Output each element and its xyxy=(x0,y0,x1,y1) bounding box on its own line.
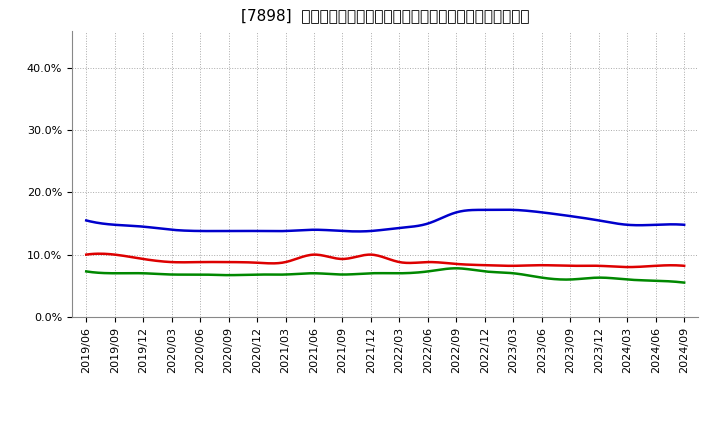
在庫 xyxy=(590,217,598,222)
売上債権 xyxy=(84,252,93,257)
買入債務 xyxy=(588,275,596,281)
買入債務 xyxy=(82,269,91,274)
Line: 売上債権: 売上債権 xyxy=(86,254,684,267)
売上債権 xyxy=(450,261,459,266)
買入債務 xyxy=(84,269,93,275)
買入債務 xyxy=(448,266,456,271)
Line: 在庫: 在庫 xyxy=(86,210,684,231)
買入債務 xyxy=(680,280,688,285)
買入債務 xyxy=(436,267,444,272)
買入債務 xyxy=(438,267,446,272)
売上債権 xyxy=(624,264,632,270)
在庫 xyxy=(500,207,508,213)
在庫 xyxy=(84,218,93,224)
在庫 xyxy=(438,215,446,220)
Line: 買入債務: 買入債務 xyxy=(86,268,684,282)
買入債務 xyxy=(626,277,634,282)
売上債権 xyxy=(438,260,446,265)
在庫 xyxy=(680,222,688,227)
Title: [7898]  売上債権、在庫、買入債務の総資産に対する比率の推移: [7898] 売上債権、在庫、買入債務の総資産に対する比率の推移 xyxy=(241,7,529,23)
在庫 xyxy=(628,223,636,228)
在庫 xyxy=(450,210,459,216)
在庫 xyxy=(354,229,363,234)
売上債権 xyxy=(82,252,91,257)
Legend: 売上債権, 在庫, 買入債務: 売上債権, 在庫, 買入債務 xyxy=(268,436,503,440)
買入債務 xyxy=(452,266,461,271)
売上債権 xyxy=(588,263,596,268)
売上債権 xyxy=(96,251,104,257)
売上債権 xyxy=(440,260,449,265)
在庫 xyxy=(82,218,91,223)
売上債権 xyxy=(628,264,636,270)
売上債権 xyxy=(680,263,688,268)
在庫 xyxy=(440,214,449,220)
